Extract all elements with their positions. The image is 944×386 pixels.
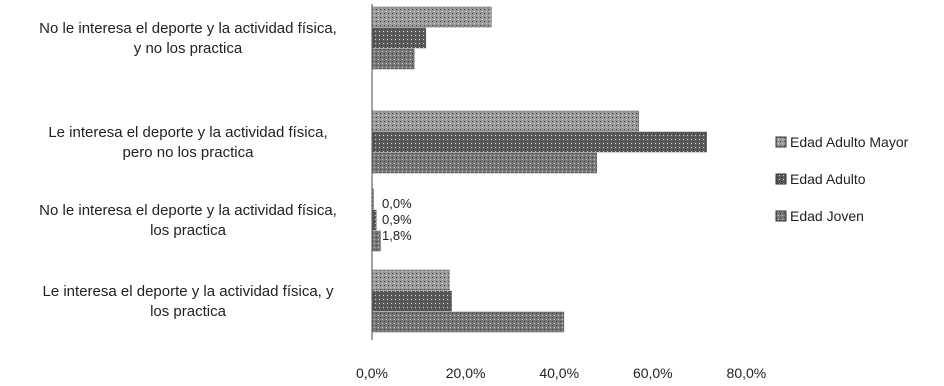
bar bbox=[371, 131, 707, 153]
bar bbox=[371, 6, 492, 28]
category-label-line: Le interesa el deporte y la actividad fí… bbox=[48, 124, 327, 141]
category-labels: No le interesa el deporte y la actividad… bbox=[39, 20, 337, 320]
category-label: No le interesa el deporte y la actividad… bbox=[39, 20, 337, 57]
legend-label: Edad Adulto Mayor bbox=[790, 134, 909, 150]
bar bbox=[371, 290, 452, 312]
bar bbox=[371, 152, 597, 174]
category-label-line: los practica bbox=[150, 222, 227, 239]
category-label-line: No le interesa el deporte y la actividad… bbox=[39, 20, 337, 37]
category-label-line: Le interesa el deporte y la actividad fí… bbox=[43, 283, 334, 300]
data-label: 0,9% bbox=[382, 212, 412, 227]
legend-label: Edad Adulto bbox=[790, 171, 866, 187]
legend: Edad Adulto Mayor Edad Adulto Edad Joven bbox=[775, 134, 909, 224]
legend-swatch bbox=[775, 210, 787, 222]
plot-area: 0,0%0,9%1,8% bbox=[371, 4, 707, 340]
legend-swatch bbox=[775, 173, 787, 185]
bar bbox=[371, 269, 450, 291]
bar bbox=[371, 27, 427, 49]
data-label: 1,8% bbox=[382, 228, 412, 243]
category-label-line: No le interesa el deporte y la actividad… bbox=[39, 202, 337, 219]
x-tick-label: 0,0% bbox=[356, 365, 388, 381]
category-label-line: pero no los practica bbox=[123, 144, 255, 161]
category-label-line: y no los practica bbox=[134, 40, 243, 57]
bar bbox=[371, 48, 415, 70]
bar bbox=[371, 230, 381, 252]
legend-label: Edad Joven bbox=[790, 208, 864, 224]
data-label: 0,0% bbox=[382, 196, 412, 211]
x-tick-label: 60,0% bbox=[633, 365, 673, 381]
bar bbox=[371, 209, 377, 231]
legend-swatch bbox=[775, 136, 787, 148]
bar bbox=[371, 188, 374, 210]
category-label: Le interesa el deporte y la actividad fí… bbox=[43, 283, 334, 320]
category-label-line: los practica bbox=[150, 303, 227, 320]
bar bbox=[371, 110, 640, 132]
x-tick-label: 80,0% bbox=[727, 365, 767, 381]
x-tick-label: 20,0% bbox=[446, 365, 486, 381]
x-tick-label: 40,0% bbox=[539, 365, 579, 381]
category-label: Le interesa el deporte y la actividad fí… bbox=[48, 124, 327, 161]
bar bbox=[371, 311, 565, 333]
category-label: No le interesa el deporte y la actividad… bbox=[39, 202, 337, 239]
x-axis: 0,0% 20,0% 40,0% 60,0% 80,0% bbox=[356, 365, 766, 381]
